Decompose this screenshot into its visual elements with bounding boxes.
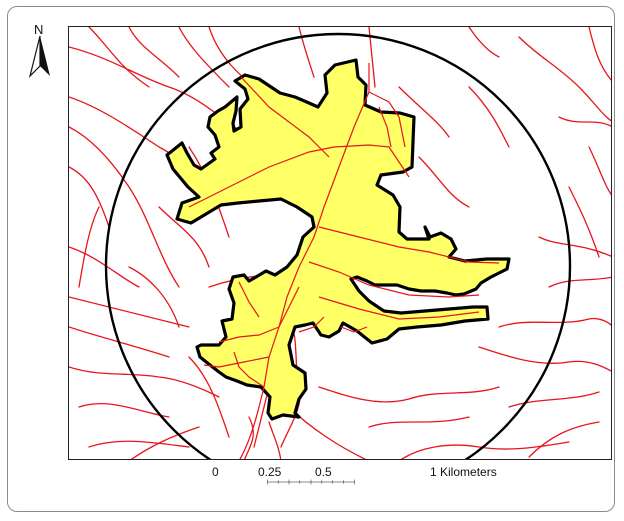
north-label: N [34,22,44,37]
north-arrow-icon [28,35,50,78]
scale-label-1-km: 1 Kilometers [430,465,497,479]
buffer-circle [104,32,572,459]
study-area-polygon[interactable] [165,58,511,421]
scale-label-0-5: 0.5 [315,465,332,479]
scale-label-0-25: 0.25 [258,465,282,479]
study-area-roads [188,63,500,408]
scale-label-0: 0 [212,465,219,479]
scale-bar [267,479,355,485]
map-panel[interactable] [68,26,612,460]
